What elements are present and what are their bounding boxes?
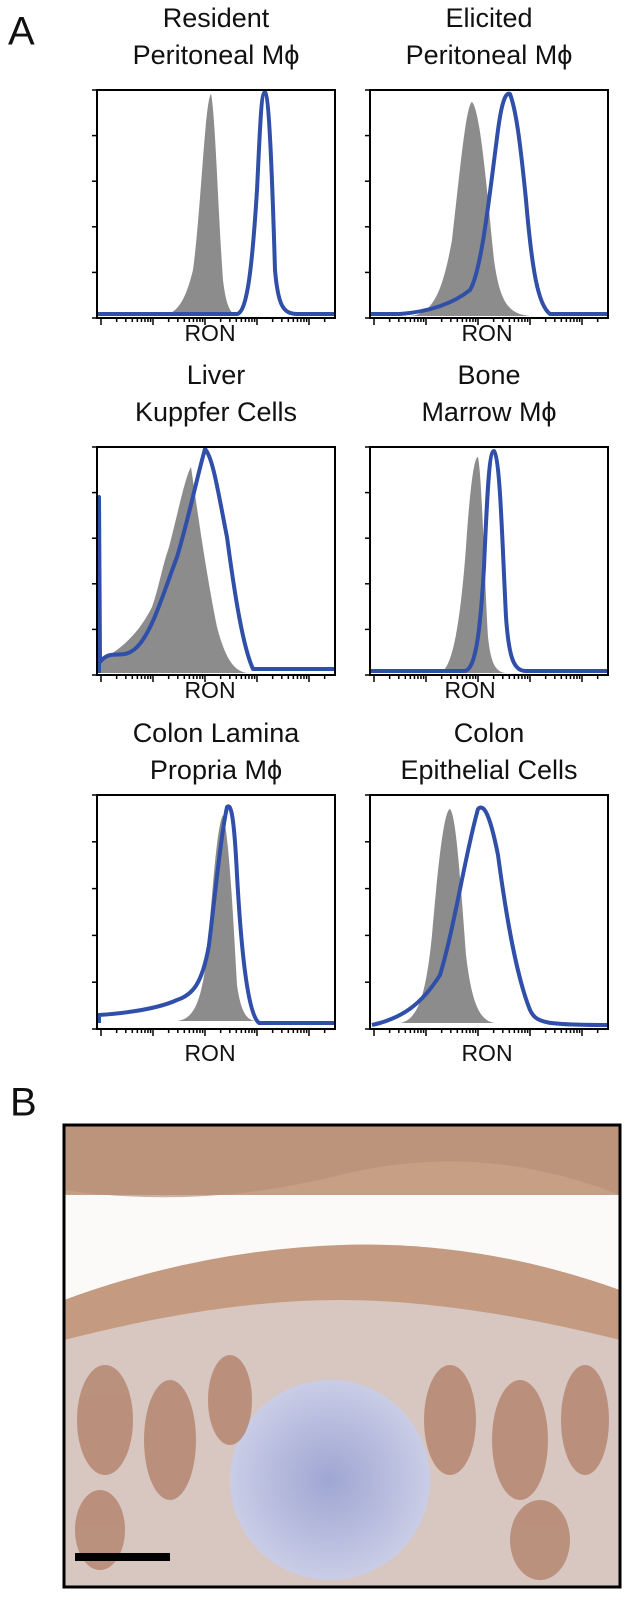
plot-title: Kuppfer Cells <box>135 397 297 427</box>
histogram: Colon Epithelial Cells RON <box>365 718 609 1066</box>
histogram: Resident Peritoneal Mϕ RON <box>92 3 336 346</box>
x-axis-label: RON <box>461 1040 512 1066</box>
plot-title: Peritoneal Mϕ <box>133 40 300 70</box>
panel-label: B <box>10 1081 37 1125</box>
panel-label: A <box>8 10 35 54</box>
micrograph <box>62 1123 622 1589</box>
x-axis-label: RON <box>444 677 495 703</box>
plot-title: Colon <box>454 718 525 748</box>
plot-title: Colon Lamina <box>133 718 301 748</box>
x-axis-label: RON <box>184 1040 235 1066</box>
x-axis-label: RON <box>184 320 235 346</box>
histogram: Colon Lamina Propria Mϕ RON <box>92 718 336 1066</box>
plot-title: Elicited <box>445 3 532 33</box>
x-axis-label: RON <box>461 320 512 346</box>
histogram: Elicited Peritoneal Mϕ RON <box>365 3 609 346</box>
histogram: Bone Marrow Mϕ RON <box>365 360 609 703</box>
plot-title: Bone <box>457 360 520 390</box>
x-axis-label: RON <box>184 677 235 703</box>
plot-title: Propria Mϕ <box>150 755 282 785</box>
plot-title: Marrow Mϕ <box>421 397 556 427</box>
plot-title: Epithelial Cells <box>400 755 577 785</box>
plot-title: Resident <box>163 3 270 33</box>
histogram: Liver Kuppfer Cells RON <box>92 360 336 703</box>
plot-title: Liver <box>187 360 246 390</box>
plot-title: Peritoneal Mϕ <box>406 40 573 70</box>
